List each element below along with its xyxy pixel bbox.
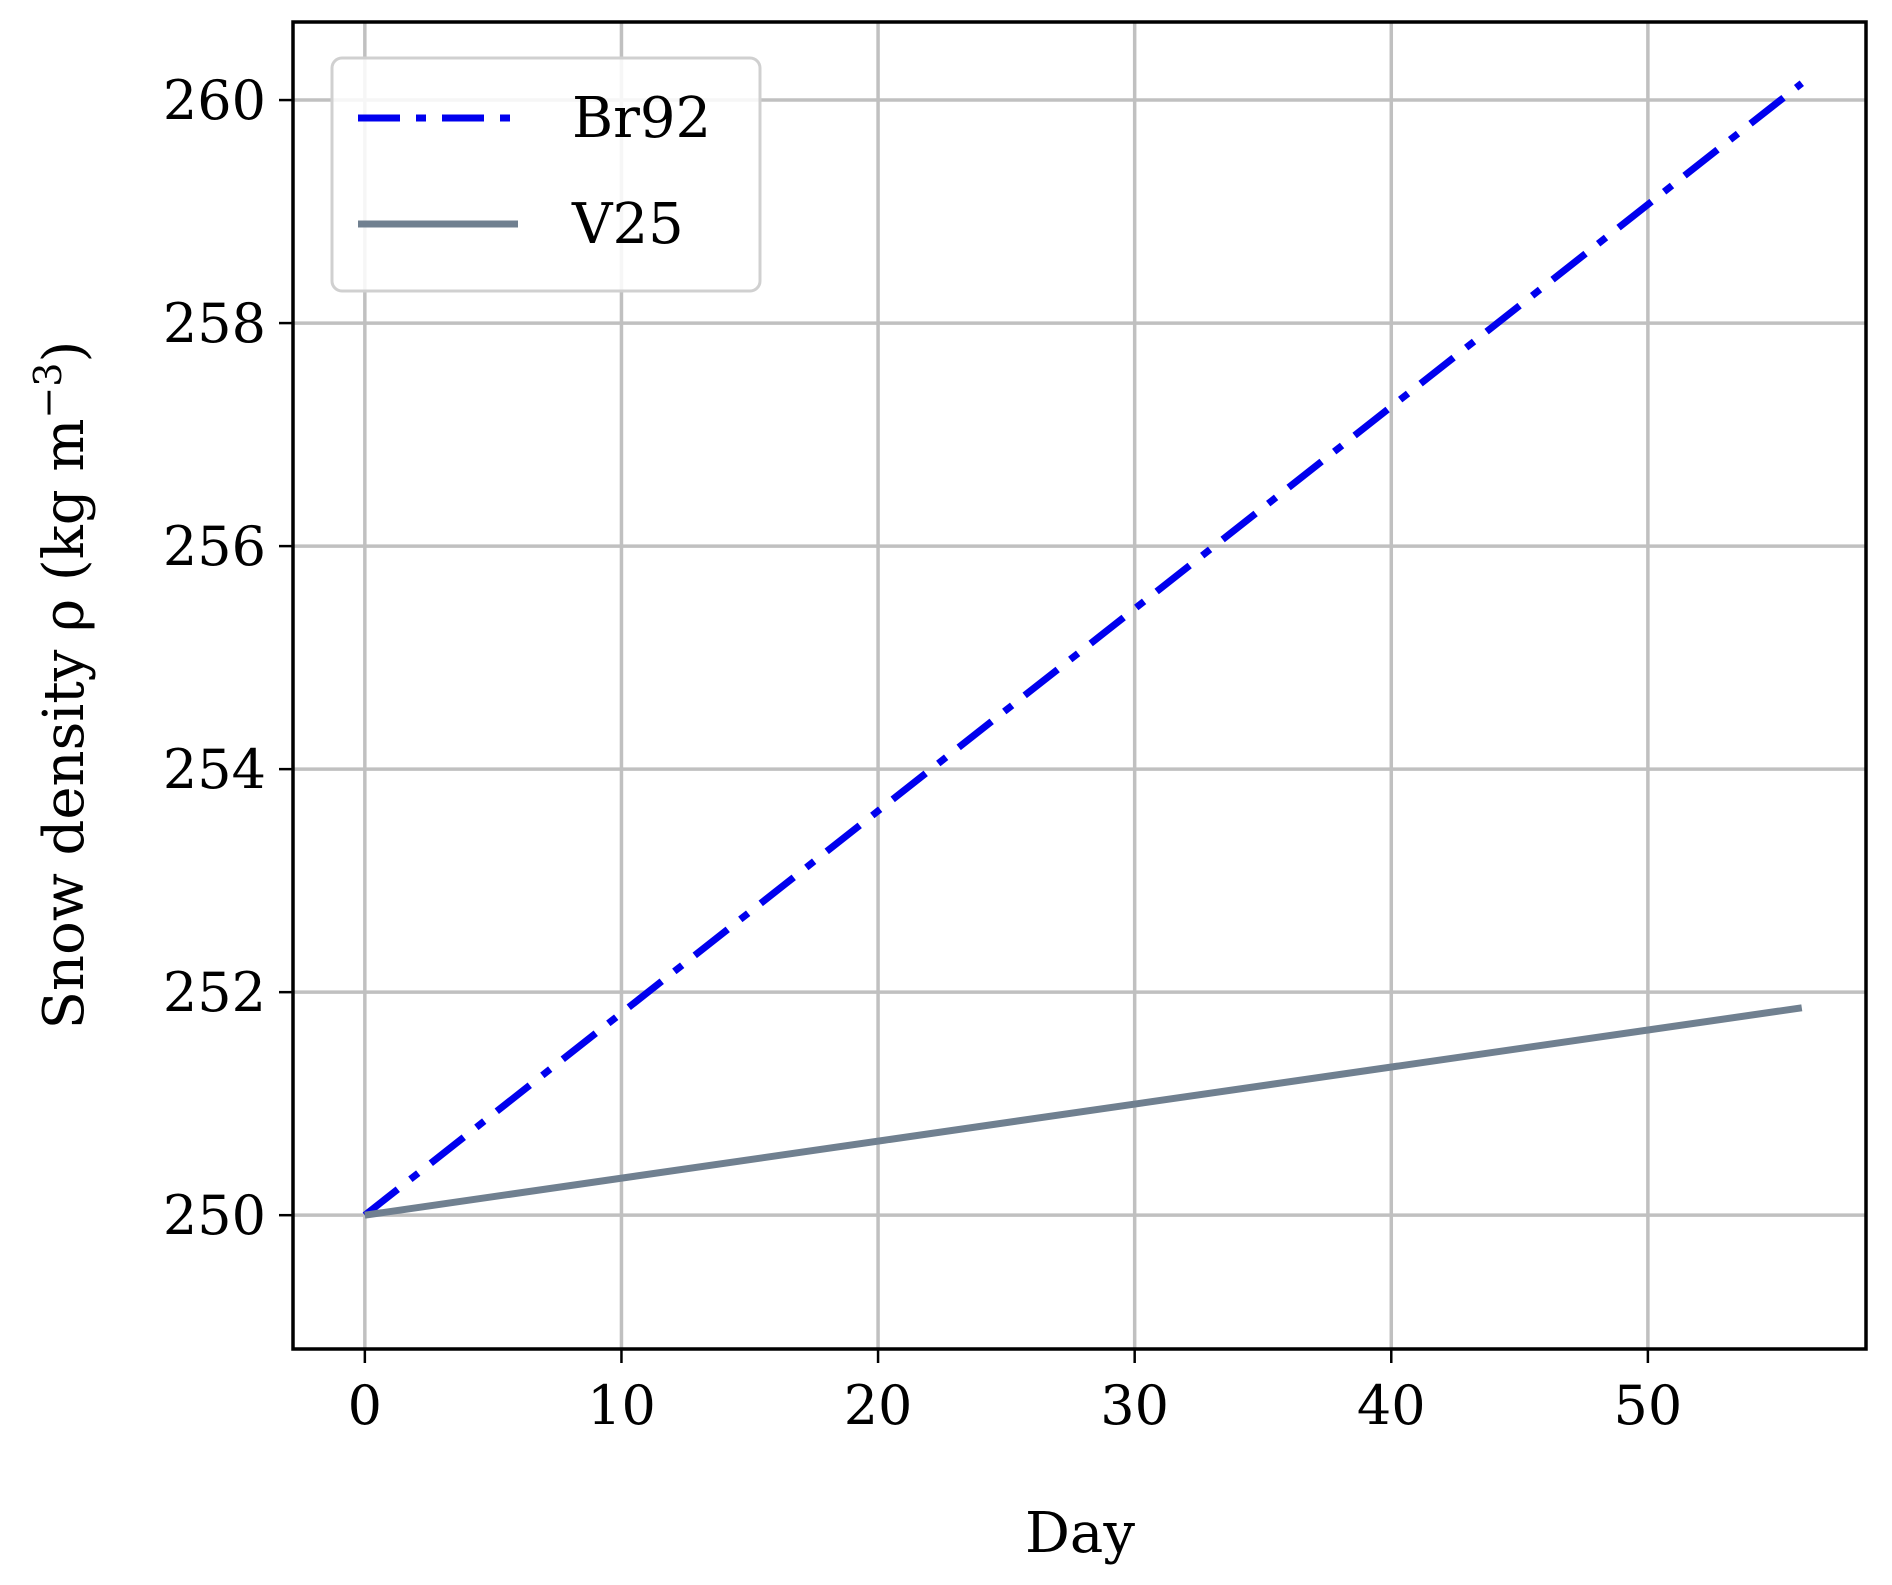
y-axis-title: Snow density ρ (kg m−3) (26, 341, 97, 1030)
x-tick-label: 40 (1357, 1374, 1426, 1437)
y-tick-label: 258 (163, 292, 266, 355)
y-tick-label: 252 (163, 961, 266, 1024)
legend-label-v25: V25 (571, 192, 684, 257)
x-axis-title: Day (1025, 1501, 1135, 1566)
legend-box (330, 56, 762, 293)
x-tick-label: 0 (348, 1374, 382, 1437)
y-tick-label: 260 (163, 69, 266, 132)
x-tick-label: 20 (844, 1374, 913, 1437)
x-tick-label: 30 (1100, 1374, 1169, 1437)
y-tick-label: 256 (163, 515, 266, 578)
x-tick-label: 50 (1614, 1374, 1683, 1437)
series-line-br92 (362, 80, 1804, 1218)
x-tick-label: 10 (587, 1374, 656, 1437)
plot-area-frame (291, 20, 1868, 1351)
legend-label-br92: Br92 (572, 86, 711, 151)
y-axis-title-close: ) (32, 341, 97, 363)
y-tick-label: 250 (163, 1184, 266, 1247)
legend: Br92 V25 (330, 56, 762, 293)
y-tick-label: 254 (163, 738, 266, 801)
y-axis-title-main: Snow density ρ (kg m (32, 419, 97, 1030)
series-lines (362, 80, 1804, 1219)
series-line-v25 (364, 1004, 1803, 1219)
axis-ticks: 0 10 20 30 40 50 250 252 254 256 258 260 (163, 69, 1682, 1437)
grid (293, 22, 1866, 1349)
y-axis-title-exponent: −3 (26, 363, 70, 419)
